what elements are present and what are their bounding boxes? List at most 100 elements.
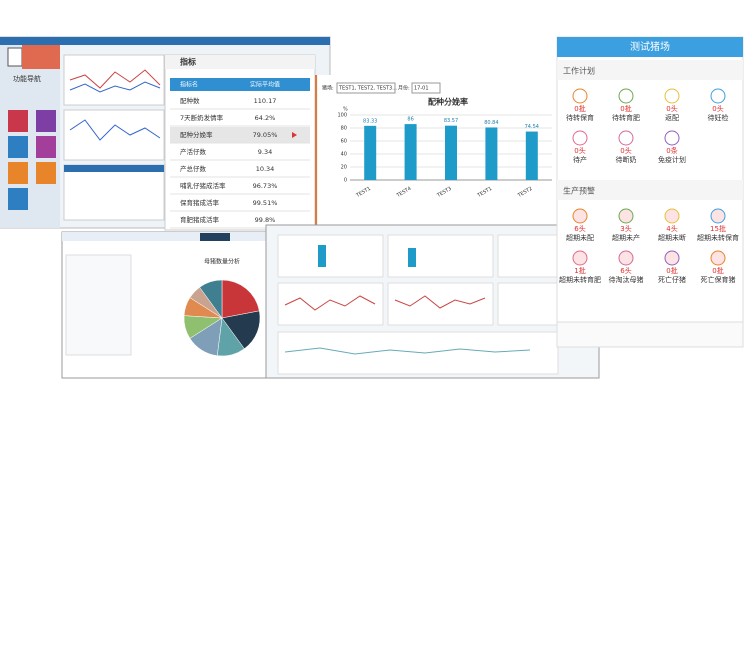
table-cell: 96.73% — [253, 182, 278, 190]
column-header: 实际平均值 — [250, 81, 280, 89]
table-cell: 110.17 — [254, 97, 277, 105]
mini-line — [69, 119, 161, 141]
item-count: 15批 — [710, 224, 726, 233]
table-cell: 99.51% — [253, 199, 278, 207]
item-icon — [710, 208, 726, 224]
mobile-title: 测试猪场 — [630, 40, 670, 53]
item-icon — [618, 250, 634, 266]
y-tick-label: 20 — [341, 165, 347, 171]
mini-line-chart — [63, 54, 165, 106]
section-header — [557, 180, 743, 200]
y-tick-label: 100 — [337, 113, 347, 119]
dash-line — [394, 295, 486, 309]
y-axis-label: % — [343, 107, 348, 113]
item-count: 0批 — [620, 104, 631, 113]
mini-line — [69, 69, 161, 89]
mobile-header — [557, 37, 743, 57]
header-strip — [0, 37, 330, 45]
bar — [485, 127, 498, 180]
column-header: 指标名 — [180, 81, 198, 89]
item-label: 超期未转育肥 — [559, 275, 601, 284]
tile — [8, 110, 28, 132]
table-cell: 哺乳仔猪成活率 — [180, 181, 226, 190]
item-label: 超期未断 — [658, 233, 686, 242]
item-label: 死亡仔猪 — [658, 275, 686, 284]
value-label: 83.33 — [363, 118, 377, 124]
item-icon — [664, 88, 680, 104]
dash-bar — [318, 245, 326, 267]
value-label: 83.57 — [444, 118, 458, 124]
item-icon — [618, 208, 634, 224]
item-count: 6头 — [574, 224, 585, 233]
tile — [8, 188, 28, 210]
item-icon — [710, 88, 726, 104]
table-cell: 保育猪成活率 — [180, 198, 220, 207]
pie-slice — [221, 279, 260, 319]
item-label: 待产 — [573, 155, 587, 164]
value-label: 86 — [407, 117, 413, 123]
tile — [36, 136, 56, 158]
dash-line — [284, 347, 531, 355]
section-title: 工作计划 — [563, 66, 595, 76]
item-icon — [664, 250, 680, 266]
item-count: 0条 — [666, 146, 677, 155]
item-count: 0头 — [620, 146, 631, 155]
tab-bar — [556, 321, 744, 348]
table-cell: 7天断奶发情率 — [180, 113, 224, 122]
item-icon — [572, 130, 588, 146]
indicator-title: 指标 — [180, 57, 196, 67]
bar-panel — [318, 75, 558, 228]
item-label: 超期未转保育 — [697, 233, 739, 242]
item-label: 免疫计划 — [658, 155, 686, 164]
pie-title: 母猪数量分析 — [204, 258, 240, 266]
divider — [315, 75, 317, 230]
dash-card — [387, 234, 494, 278]
value-label: 80.84 — [484, 120, 498, 126]
indicator-header — [165, 55, 315, 69]
item-label: 超期未配 — [566, 233, 594, 242]
dash-card — [277, 331, 559, 375]
mini-table — [63, 164, 165, 221]
item-count: 3头 — [620, 224, 631, 233]
bar — [445, 125, 457, 180]
table-cell: 9.34 — [258, 148, 272, 156]
tile — [8, 162, 28, 184]
item-count: 4头 — [666, 224, 677, 233]
item-icon — [618, 88, 634, 104]
item-count: 0批 — [712, 266, 723, 275]
farm-value: TEST1, TEST2, TEST3... — [338, 86, 397, 92]
item-label: 死亡保育猪 — [701, 275, 736, 284]
month-select[interactable] — [411, 82, 441, 94]
tile — [36, 110, 56, 132]
table-cell: 79.05% — [253, 131, 278, 139]
item-count: 1批 — [574, 266, 585, 275]
pie-slice — [221, 310, 261, 350]
bar — [364, 125, 377, 180]
dash-card — [497, 234, 559, 278]
banner — [22, 45, 60, 69]
pie-slice — [199, 279, 223, 319]
table-cell: 配种分娩率 — [180, 130, 213, 139]
bar — [525, 131, 538, 180]
farm-label: 猪场: — [322, 85, 334, 92]
item-icon — [664, 130, 680, 146]
pie-side-table — [65, 254, 132, 356]
value-label: 74.54 — [525, 124, 539, 130]
dash-bar — [408, 248, 416, 267]
item-icon — [572, 88, 588, 104]
item-count: 6头 — [620, 266, 631, 275]
mobile-items: 0批待转保育0批待转育肥0头返配0头待妊检0头待产0头待断奶0条免疫计划6头超期… — [559, 88, 739, 345]
item-label: 待淘汰母猪 — [609, 275, 644, 284]
item-icon — [572, 208, 588, 224]
farm-select[interactable] — [336, 82, 396, 94]
tile — [36, 162, 56, 184]
mini-line-chart — [63, 109, 165, 161]
table-cell: 产总仔数 — [180, 164, 207, 173]
item-icon — [572, 250, 588, 266]
item-count: 0批 — [666, 266, 677, 275]
chart-title: 配种分娩率 — [428, 97, 468, 107]
item-label: 返配 — [665, 114, 679, 122]
item-icon — [710, 250, 726, 266]
